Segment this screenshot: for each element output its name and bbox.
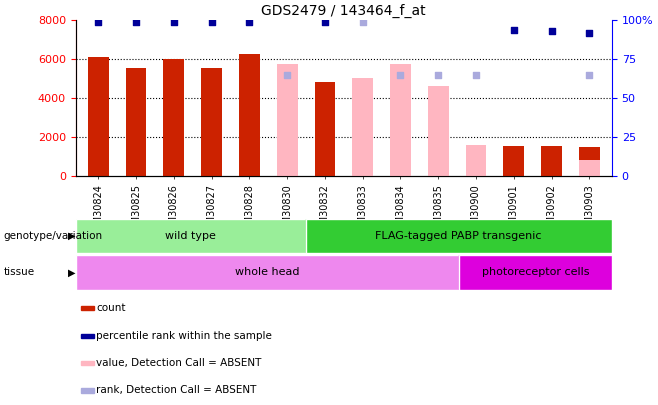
Point — [509, 26, 519, 33]
Text: photoreceptor cells: photoreceptor cells — [482, 267, 589, 277]
Bar — [81, 388, 94, 392]
Bar — [315, 82, 336, 176]
Bar — [201, 68, 222, 176]
Bar — [239, 54, 260, 176]
Bar — [76, 255, 459, 290]
Bar — [459, 255, 612, 290]
Bar — [81, 334, 94, 338]
Point — [244, 19, 255, 25]
Bar — [352, 78, 373, 176]
Bar — [305, 219, 612, 253]
Text: ▶: ▶ — [68, 231, 76, 241]
Point — [470, 72, 481, 78]
Text: ▶: ▶ — [68, 267, 76, 277]
Point — [320, 19, 330, 25]
Text: count: count — [96, 303, 126, 313]
Text: tissue: tissue — [3, 267, 34, 277]
Point — [168, 19, 179, 25]
Bar — [126, 68, 147, 176]
Bar — [305, 219, 612, 253]
Text: percentile rank within the sample: percentile rank within the sample — [96, 330, 272, 341]
Point — [282, 72, 292, 78]
Text: wild type: wild type — [165, 231, 216, 241]
Point — [433, 72, 443, 78]
Bar — [76, 219, 305, 253]
Bar — [163, 59, 184, 176]
Text: value, Detection Call = ABSENT: value, Detection Call = ABSENT — [96, 358, 261, 368]
Point — [207, 19, 217, 25]
Point — [131, 19, 141, 25]
Bar — [541, 146, 562, 176]
Text: genotype/variation: genotype/variation — [3, 231, 103, 241]
Bar — [459, 255, 612, 290]
Bar — [76, 255, 459, 290]
Bar — [277, 64, 297, 176]
Text: rank, Detection Call = ABSENT: rank, Detection Call = ABSENT — [96, 386, 257, 395]
Text: whole head: whole head — [235, 267, 299, 277]
Text: FLAG-tagged PABP transgenic: FLAG-tagged PABP transgenic — [376, 231, 542, 241]
Bar — [428, 85, 449, 176]
Bar — [76, 219, 305, 253]
Bar — [466, 145, 486, 176]
Bar — [81, 306, 94, 310]
Bar — [579, 147, 599, 176]
Bar — [579, 160, 599, 176]
Point — [546, 28, 557, 34]
Bar — [88, 57, 109, 176]
Point — [357, 19, 368, 25]
Bar — [81, 361, 94, 365]
Point — [395, 72, 406, 78]
Bar — [503, 146, 524, 176]
Point — [584, 30, 595, 36]
Title: GDS2479 / 143464_f_at: GDS2479 / 143464_f_at — [261, 4, 426, 18]
Point — [93, 19, 103, 25]
Bar — [390, 64, 411, 176]
Point — [584, 72, 595, 78]
